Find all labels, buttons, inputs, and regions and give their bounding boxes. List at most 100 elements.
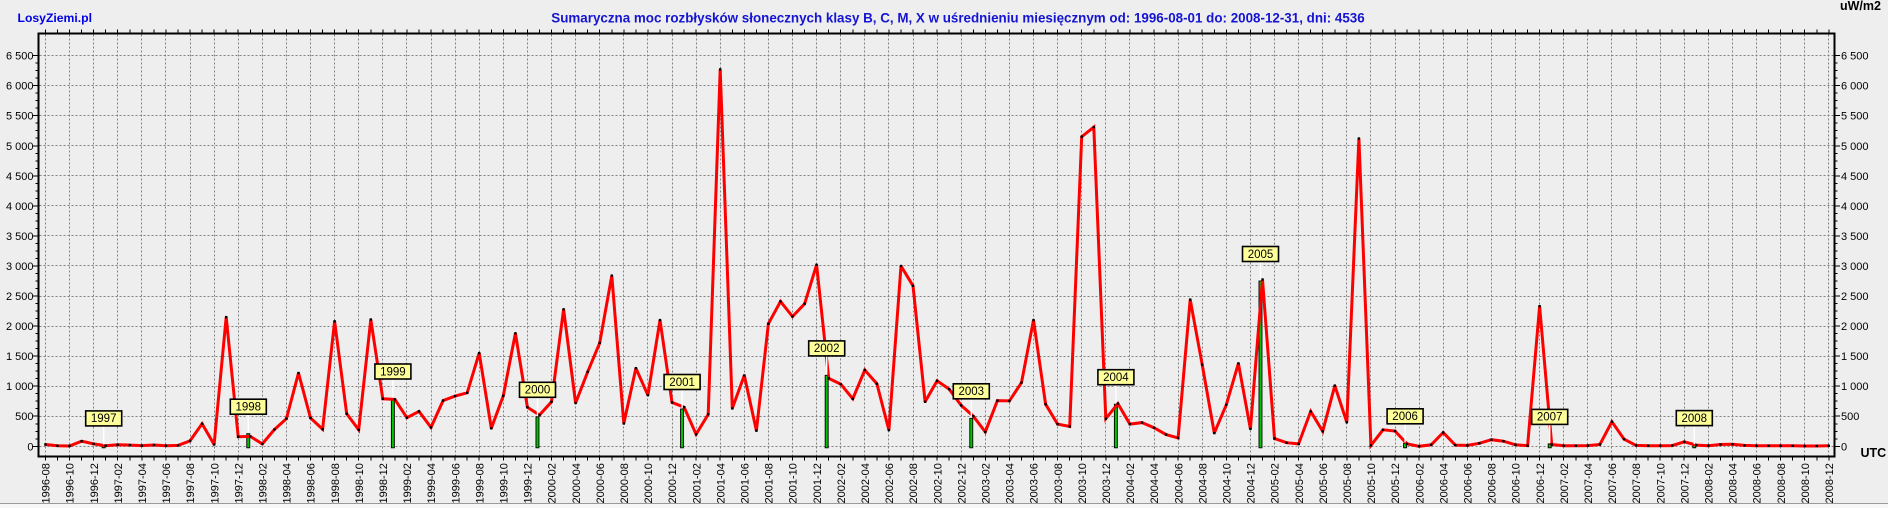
svg-text:2006-10: 2006-10 (1511, 463, 1523, 503)
svg-text:3 000: 3 000 (6, 261, 34, 273)
svg-text:2000-04: 2000-04 (571, 463, 583, 503)
svg-text:1 500: 1 500 (6, 351, 34, 363)
svg-text:2005-08: 2005-08 (1342, 463, 1354, 503)
svg-text:4 500: 4 500 (6, 171, 34, 183)
svg-text:1999-12: 1999-12 (523, 463, 535, 503)
svg-text:1998-04: 1998-04 (282, 463, 294, 503)
svg-text:2007: 2007 (1537, 412, 1563, 424)
svg-text:3 500: 3 500 (6, 231, 34, 243)
svg-text:6 000: 6 000 (6, 81, 34, 93)
svg-text:2008-02: 2008-02 (1704, 463, 1716, 503)
svg-text:2008: 2008 (1682, 413, 1708, 425)
svg-text:1997-06: 1997-06 (161, 463, 173, 503)
svg-text:1997-02: 1997-02 (113, 463, 125, 503)
svg-text:4 000: 4 000 (6, 201, 34, 213)
svg-text:2008-04: 2008-04 (1728, 463, 1740, 503)
svg-text:2005: 2005 (1248, 249, 1274, 261)
svg-text:2002-04: 2002-04 (860, 463, 872, 503)
svg-text:1999-06: 1999-06 (450, 463, 462, 503)
svg-text:2003: 2003 (959, 386, 985, 398)
svg-text:2005-06: 2005-06 (1318, 463, 1330, 503)
svg-text:2007-12: 2007-12 (1679, 463, 1691, 503)
svg-text:2007-02: 2007-02 (1559, 463, 1571, 503)
svg-text:1997-08: 1997-08 (185, 463, 197, 503)
svg-text:1998: 1998 (236, 402, 262, 414)
svg-text:2000-02: 2000-02 (547, 463, 559, 503)
svg-text:500: 500 (15, 411, 33, 423)
svg-text:2007-10: 2007-10 (1655, 463, 1667, 503)
svg-text:2007-08: 2007-08 (1631, 463, 1643, 503)
svg-text:2006-06: 2006-06 (1463, 463, 1475, 503)
svg-text:1999-10: 1999-10 (499, 463, 511, 503)
svg-text:2004: 2004 (1103, 372, 1129, 384)
svg-text:2 000: 2 000 (6, 321, 34, 333)
svg-text:2008-12: 2008-12 (1824, 463, 1836, 503)
svg-text:2000: 2000 (525, 385, 551, 397)
svg-text:2002-10: 2002-10 (932, 463, 944, 503)
svg-text:2006-02: 2006-02 (1414, 463, 1426, 503)
svg-text:1997-12: 1997-12 (233, 463, 245, 503)
svg-text:2000-06: 2000-06 (595, 463, 607, 503)
svg-text:2006-12: 2006-12 (1535, 463, 1547, 503)
svg-text:5 000: 5 000 (6, 141, 34, 153)
svg-text:2004-04: 2004-04 (1149, 463, 1161, 503)
svg-text:LosyZiemi.pl: LosyZiemi.pl (18, 11, 93, 25)
svg-text:2006: 2006 (1392, 411, 1418, 423)
svg-text:1997-10: 1997-10 (209, 463, 221, 503)
svg-text:500: 500 (1841, 411, 1859, 423)
svg-text:1996-08: 1996-08 (41, 463, 53, 503)
svg-text:2004-02: 2004-02 (1125, 463, 1137, 503)
svg-text:2001-06: 2001-06 (740, 463, 752, 503)
svg-text:2001-08: 2001-08 (764, 463, 776, 503)
svg-text:6 000: 6 000 (1841, 81, 1869, 93)
svg-text:2001-10: 2001-10 (788, 463, 800, 503)
svg-text:6 500: 6 500 (1841, 51, 1869, 63)
svg-text:2001: 2001 (669, 377, 695, 389)
svg-text:2002-02: 2002-02 (836, 463, 848, 503)
svg-text:1996-10: 1996-10 (65, 463, 77, 503)
svg-text:2003-06: 2003-06 (1029, 463, 1041, 503)
svg-text:0: 0 (1841, 441, 1847, 453)
svg-text:2002-08: 2002-08 (908, 463, 920, 503)
svg-text:2004-10: 2004-10 (1222, 463, 1234, 503)
svg-text:2002-12: 2002-12 (956, 463, 968, 503)
svg-text:2005-02: 2005-02 (1270, 463, 1282, 503)
svg-text:2 500: 2 500 (6, 291, 34, 303)
svg-text:1998-12: 1998-12 (378, 463, 390, 503)
svg-text:2004-08: 2004-08 (1197, 463, 1209, 503)
svg-text:2007-04: 2007-04 (1583, 463, 1595, 503)
svg-text:0: 0 (27, 441, 33, 453)
svg-text:4 500: 4 500 (1841, 171, 1869, 183)
svg-text:2002-06: 2002-06 (884, 463, 896, 503)
svg-text:2004-12: 2004-12 (1246, 463, 1258, 503)
svg-text:2003-12: 2003-12 (1101, 463, 1113, 503)
svg-text:1997-04: 1997-04 (137, 463, 149, 503)
svg-text:2005-04: 2005-04 (1294, 463, 1306, 503)
svg-text:2005-12: 2005-12 (1390, 463, 1402, 503)
svg-text:1998-06: 1998-06 (306, 463, 318, 503)
svg-text:1999: 1999 (380, 366, 406, 378)
svg-text:5 500: 5 500 (1841, 111, 1869, 123)
svg-text:5 500: 5 500 (6, 111, 34, 123)
svg-text:1999-04: 1999-04 (426, 463, 438, 503)
svg-text:1998-08: 1998-08 (330, 463, 342, 503)
svg-text:4 000: 4 000 (1841, 201, 1869, 213)
svg-text:5 000: 5 000 (1841, 141, 1869, 153)
svg-text:2003-02: 2003-02 (981, 463, 993, 503)
svg-text:2002: 2002 (814, 343, 840, 355)
svg-text:UTC: UTC (1861, 446, 1887, 460)
svg-text:2000-12: 2000-12 (667, 463, 679, 503)
svg-text:1 000: 1 000 (1841, 381, 1869, 393)
svg-text:1 000: 1 000 (6, 381, 34, 393)
svg-text:1997: 1997 (91, 413, 117, 425)
svg-text:2007-06: 2007-06 (1607, 463, 1619, 503)
svg-text:uW/m2: uW/m2 (1840, 0, 1881, 13)
svg-text:3 500: 3 500 (1841, 231, 1869, 243)
svg-text:2003-04: 2003-04 (1005, 463, 1017, 503)
svg-text:6 500: 6 500 (6, 51, 34, 63)
svg-text:2003-10: 2003-10 (1077, 463, 1089, 503)
svg-text:2000-10: 2000-10 (643, 463, 655, 503)
svg-text:2001-12: 2001-12 (812, 463, 824, 503)
svg-text:1 500: 1 500 (1841, 351, 1869, 363)
svg-text:2008-06: 2008-06 (1752, 463, 1764, 503)
